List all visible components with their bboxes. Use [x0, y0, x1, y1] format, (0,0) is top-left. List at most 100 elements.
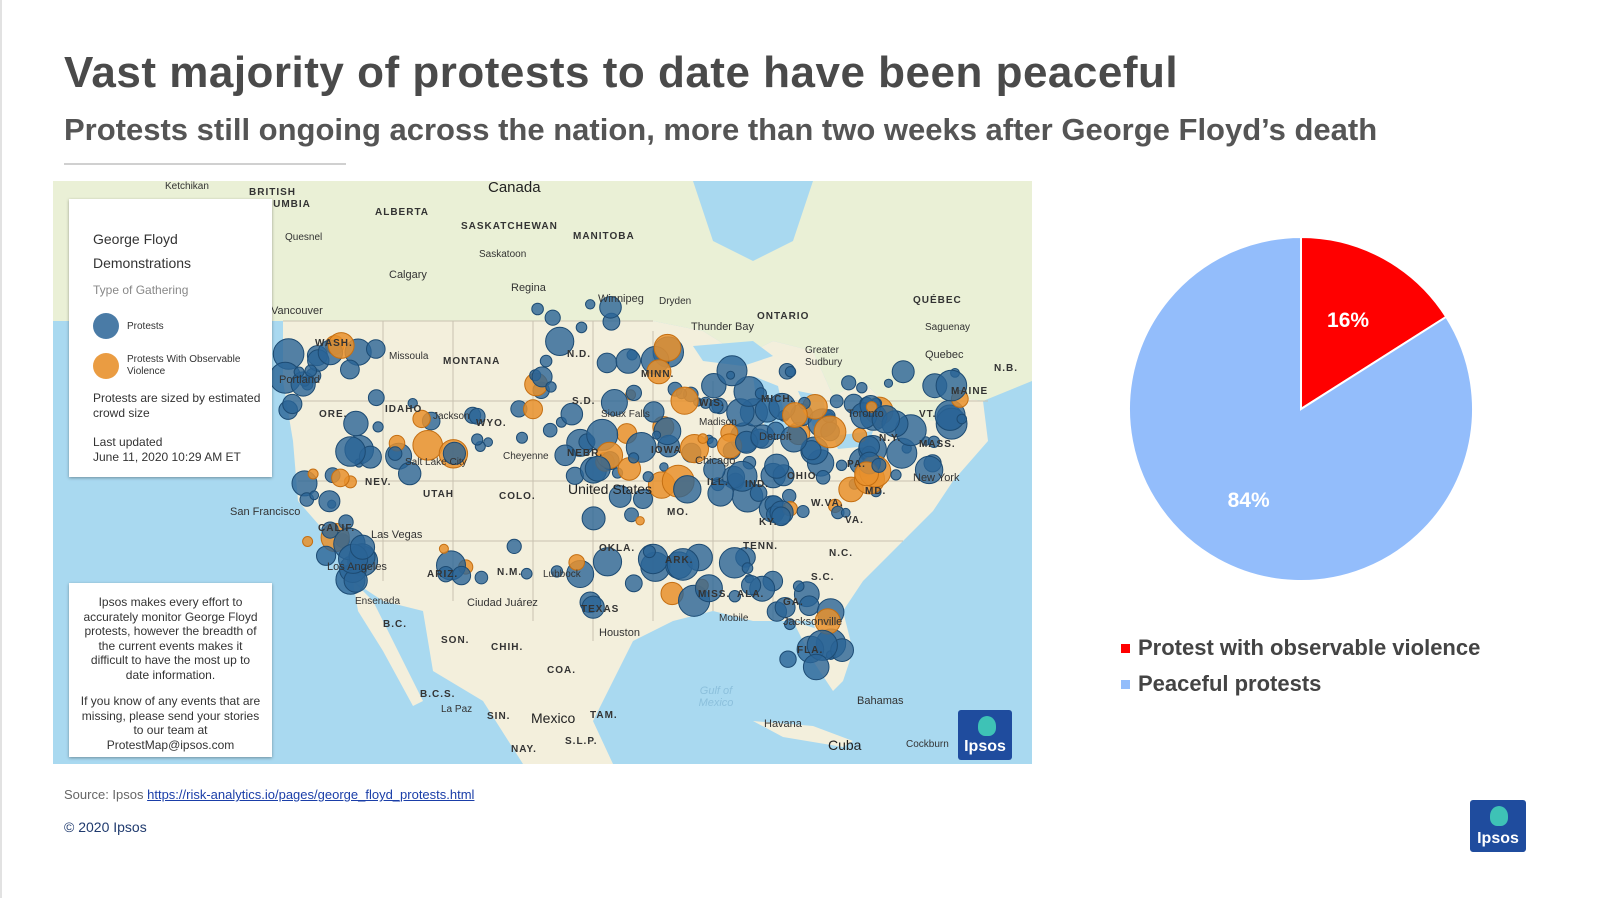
protest-dot[interactable]: [343, 410, 369, 437]
violence-protest-dot[interactable]: [438, 543, 449, 554]
legend-row-violence[interactable]: Protests With Observable Violence: [93, 353, 253, 379]
source-link[interactable]: https://risk-analytics.io/pages/george_f…: [147, 787, 475, 802]
protest-dot[interactable]: [442, 441, 466, 465]
protest-dot[interactable]: [321, 521, 339, 539]
protest-dot[interactable]: [774, 597, 796, 618]
protest-dot[interactable]: [890, 469, 902, 481]
violence-protest-dot[interactable]: [865, 401, 878, 413]
violence-protest-dot[interactable]: [331, 468, 350, 488]
protest-dot[interactable]: [544, 309, 561, 326]
protest-dot[interactable]: [652, 430, 662, 440]
protest-dot[interactable]: [584, 455, 611, 482]
violence-protest-dot[interactable]: [307, 468, 319, 480]
protest-dot[interactable]: [840, 507, 851, 518]
protest-dot[interactable]: [741, 575, 762, 596]
violence-protest-dot[interactable]: [635, 516, 645, 526]
protest-dot[interactable]: [545, 326, 575, 356]
violence-protest-dot[interactable]: [646, 359, 672, 385]
violence-protest-dot[interactable]: [697, 433, 709, 444]
protest-dot[interactable]: [673, 475, 702, 504]
violence-protest-dot[interactable]: [670, 386, 699, 415]
protest-dot[interactable]: [642, 471, 654, 483]
protest-dot[interactable]: [835, 459, 848, 471]
protest-dot[interactable]: [891, 360, 915, 384]
protest-dot[interactable]: [659, 462, 669, 472]
protest-dot[interactable]: [628, 452, 640, 464]
protest-dot[interactable]: [615, 348, 641, 374]
protest-dot[interactable]: [600, 389, 628, 416]
protest-dot[interactable]: [914, 455, 944, 485]
protest-dot[interactable]: [372, 421, 384, 433]
protest-dot[interactable]: [560, 402, 584, 426]
protest-dot[interactable]: [653, 417, 682, 446]
violence-protest-dot[interactable]: [653, 333, 682, 362]
violence-protest-dot[interactable]: [412, 429, 444, 461]
protest-dot[interactable]: [706, 437, 718, 448]
protest-dot[interactable]: [716, 355, 748, 387]
protest-dot[interactable]: [471, 433, 484, 446]
protest-dot[interactable]: [741, 562, 754, 574]
protest-dots-layer[interactable]: [53, 181, 1032, 764]
protest-dot[interactable]: [387, 446, 403, 461]
protest-dot[interactable]: [550, 565, 564, 578]
protest-dot[interactable]: [784, 618, 796, 631]
protest-dot[interactable]: [666, 548, 700, 581]
protest-dot[interactable]: [398, 461, 422, 486]
protest-dot[interactable]: [643, 401, 665, 423]
protest-dot[interactable]: [608, 485, 632, 508]
protest-dot[interactable]: [468, 407, 486, 425]
protest-dot[interactable]: [707, 480, 734, 507]
protest-dot[interactable]: [349, 534, 376, 560]
protest-dot[interactable]: [407, 398, 418, 409]
protest-dot[interactable]: [340, 359, 360, 380]
protest-dot[interactable]: [841, 375, 857, 391]
protest-dot[interactable]: [883, 378, 894, 388]
protest-dot[interactable]: [318, 490, 341, 513]
protest-dot[interactable]: [531, 366, 553, 388]
protest-dot[interactable]: [451, 565, 472, 586]
protest-dot[interactable]: [542, 422, 558, 438]
protest-dot[interactable]: [829, 394, 844, 409]
protest-dot[interactable]: [367, 389, 385, 407]
protest-dot[interactable]: [871, 457, 887, 473]
protest-dot[interactable]: [516, 431, 528, 444]
protest-dot[interactable]: [309, 490, 320, 501]
protest-dot[interactable]: [726, 460, 758, 492]
protest-dot[interactable]: [531, 302, 544, 316]
protest-dot[interactable]: [592, 547, 623, 577]
protest-dot[interactable]: [754, 387, 768, 400]
protest-dot[interactable]: [815, 470, 831, 485]
protest-dot[interactable]: [624, 574, 643, 593]
violence-protest-dot[interactable]: [523, 399, 543, 420]
protest-dot[interactable]: [871, 405, 900, 434]
protest-dot[interactable]: [625, 384, 643, 401]
legend-row-protests[interactable]: Protests: [93, 313, 164, 339]
protest-dot[interactable]: [927, 435, 941, 448]
protest-dot[interactable]: [335, 436, 366, 467]
protest-dot[interactable]: [728, 590, 741, 603]
protest-dot[interactable]: [764, 453, 790, 479]
protest-dot[interactable]: [856, 382, 868, 394]
protest-dot[interactable]: [956, 413, 968, 425]
protest-dot[interactable]: [581, 595, 605, 619]
protest-dot[interactable]: [575, 321, 588, 334]
protest-map[interactable]: Canada BRITISH COLUMBIA ALBERTA SASKATCH…: [53, 181, 1032, 764]
protest-dot[interactable]: [796, 505, 810, 518]
protest-dot[interactable]: [694, 574, 723, 603]
protest-dot[interactable]: [520, 567, 533, 580]
protest-dot[interactable]: [624, 507, 639, 523]
protest-dot[interactable]: [366, 339, 386, 359]
protest-dot[interactable]: [784, 366, 797, 378]
violence-protest-dot[interactable]: [327, 332, 355, 359]
protest-dot[interactable]: [599, 296, 622, 319]
protest-dot[interactable]: [545, 381, 557, 393]
protest-dot[interactable]: [749, 484, 768, 502]
protest-dot[interactable]: [771, 506, 791, 527]
protest-dot[interactable]: [304, 364, 318, 378]
protest-dot[interactable]: [726, 370, 736, 380]
protest-dot[interactable]: [506, 538, 522, 554]
protest-dot[interactable]: [554, 444, 577, 467]
protest-dot[interactable]: [474, 570, 489, 585]
protest-dot[interactable]: [708, 398, 724, 414]
violence-protest-dot[interactable]: [782, 402, 808, 428]
